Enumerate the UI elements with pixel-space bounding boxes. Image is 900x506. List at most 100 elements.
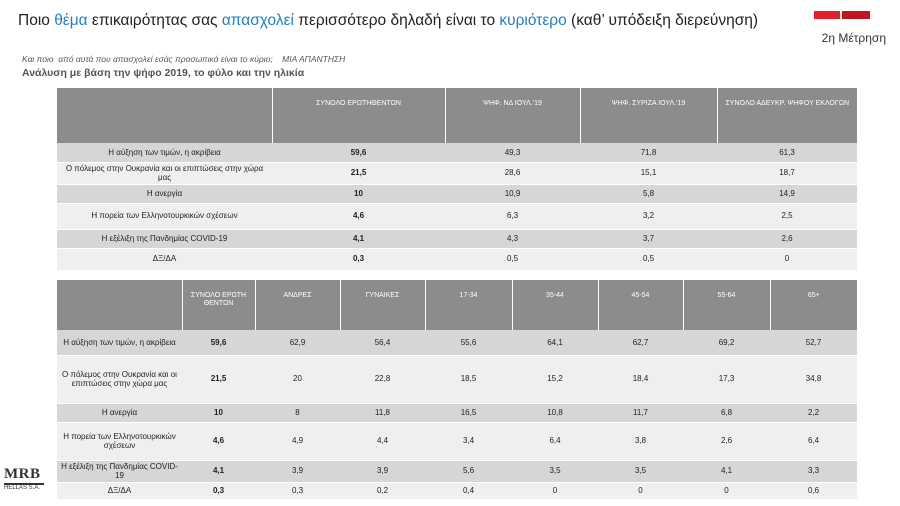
table-row: Η ανεργία 10 8 11,8 16,5 10,8 11,7 6,8 2,2 <box>57 403 857 423</box>
logo-sub: HELLAS S.A. <box>4 485 41 491</box>
cell: 4,3 <box>445 229 580 249</box>
cell: 6,8 <box>683 403 770 423</box>
cell: 2,6 <box>717 229 857 249</box>
cell: 28,6 <box>445 162 580 185</box>
footer-logo: MRB HELLAS S.A. <box>4 466 44 491</box>
cell: 18,4 <box>598 355 683 404</box>
cell: 5,8 <box>580 184 717 204</box>
cell: 71,8 <box>580 143 717 163</box>
cell: 10 <box>182 403 255 423</box>
cell: 0 <box>512 482 598 500</box>
cell: 59,6 <box>182 330 255 356</box>
column-header: 35-44 <box>511 280 598 330</box>
cell: 21,5 <box>272 162 445 185</box>
cell: 59,6 <box>272 143 445 163</box>
table-row: ΔΞ/ΔΑ 0,3 0,5 0,5 0 <box>57 248 857 271</box>
title-part: επικαιρότητας σας <box>87 12 222 29</box>
cell: 20 <box>255 355 340 404</box>
cell: 0 <box>598 482 683 500</box>
cell: 4,1 <box>683 460 770 483</box>
cell: 0,3 <box>272 248 445 271</box>
cell: 6,3 <box>445 203 580 230</box>
cell: 34,8 <box>770 355 857 404</box>
cell: 52,7 <box>770 330 857 356</box>
cell: 0 <box>717 248 857 271</box>
cell: 15,1 <box>580 162 717 185</box>
cell: 21,5 <box>182 355 255 404</box>
analysis-note: Ανάλυση με βάση την ψήφο 2019, το φύλο κ… <box>22 67 305 79</box>
column-header: ΣΥΝΟΛΟ ΑΔΕΥΚΡ. ΨΗΦΟΥ ΕΚΛΟΓΩΝ <box>716 88 857 143</box>
header-row: ΣΥΝΟΛΟ ΕΡΩΤΗ ΘΕΝΤΩΝ ΑΝΔΡΕΣ ΓΥΝΑΙΚΕΣ 17-34 35… <box>57 280 857 330</box>
cell: 62,9 <box>255 330 340 356</box>
table-row: Ο πόλεμος στην Ουκρανία και οι επιπτώσει… <box>57 355 857 404</box>
cell: 3,2 <box>580 203 717 230</box>
column-header: 17-34 <box>424 280 512 330</box>
cell: 3,4 <box>425 422 512 461</box>
cell: 18,5 <box>425 355 512 404</box>
table-row: Η πορεία των Ελληνοτουρκικών σχέσεων 4,6 6… <box>57 203 857 230</box>
logo-name: MRB <box>4 466 44 485</box>
column-header: ΓΥΝΑΙΚΕΣ <box>339 280 425 330</box>
cell: 3,7 <box>580 229 717 249</box>
table-row: Ο πόλεμος στην Ουκρανία και οι επιπτώσει… <box>57 162 857 185</box>
cell: 55,6 <box>425 330 512 356</box>
row-label: Η πορεία των Ελληνοτουρκικών σχέσεων <box>57 203 272 230</box>
cell: 0,5 <box>580 248 717 271</box>
cell: 18,7 <box>717 162 857 185</box>
table-row: Η πορεία των Ελληνοτουρκικών σχέσεων 4,6 4… <box>57 422 857 461</box>
table-row: ΔΞ/ΔΑ 0,3 0,3 0,2 0,4 0 0 0 0,6 <box>57 482 857 500</box>
row-label: Ο πόλεμος στην Ουκρανία και οι επιπτώσει… <box>57 162 272 185</box>
title-part: Ποιο <box>18 12 55 29</box>
table-row: Η ανεργία 10 10,9 5,8 14,9 <box>57 184 857 204</box>
column-header: 65+ <box>769 280 857 330</box>
column-header: ΨΗΦ. ΝΔ ΙΟΥΛ.'19 <box>444 88 580 143</box>
table-row: Η εξέλιξη της Πανδημίας COVID-19 4,1 3,9 3,… <box>57 460 857 483</box>
cell: 62,7 <box>598 330 683 356</box>
cell: 0,5 <box>445 248 580 271</box>
header-cell <box>57 280 182 330</box>
cell: 10,9 <box>445 184 580 204</box>
cell: 8 <box>255 403 340 423</box>
cell: 64,1 <box>512 330 598 356</box>
column-header: ΣΥΝΟΛΟ ΕΡΩΤΗ ΘΕΝΤΩΝ <box>181 280 255 330</box>
column-header: 45-54 <box>597 280 683 330</box>
title-part: θέμα <box>54 12 88 29</box>
cell: 0,3 <box>182 482 255 500</box>
cell: 2,2 <box>770 403 857 423</box>
title-part: περισσότερο δηλαδή είναι το <box>293 12 500 29</box>
cell: 10,8 <box>512 403 598 423</box>
row-label: Η εξέλιξη της Πανδημίας COVID-19 <box>57 229 272 249</box>
row-label: Η ανεργία <box>57 184 272 204</box>
cell: 16,5 <box>425 403 512 423</box>
cell: 4,4 <box>340 422 425 461</box>
table-row: Η εξέλιξη της Πανδημίας COVID-19 4,1 4,3 3,… <box>57 229 857 249</box>
cell: 5,6 <box>425 460 512 483</box>
cell: 2,6 <box>683 422 770 461</box>
cell: 2,5 <box>717 203 857 230</box>
cell: 3,5 <box>598 460 683 483</box>
cell: 61,3 <box>717 143 857 163</box>
table-row: Η αύξηση των τιμών, η ακρίβεια 59,6 62,9 56… <box>57 330 857 356</box>
title-part: κυριότερο <box>499 12 567 29</box>
row-label: Η πορεία των Ελληνοτουρκικών σχέσεων <box>57 422 182 461</box>
cell: 10 <box>272 184 445 204</box>
data-table: ΣΥΝΟΛΟ ΕΡΩΤΗΘΕΝΤΩΝ ΨΗΦ. ΝΔ ΙΟΥΛ.'19 ΨΗΦ. Σ… <box>57 88 857 271</box>
row-label: ΔΞ/ΔΑ <box>57 248 272 271</box>
cell: 11,8 <box>340 403 425 423</box>
row-label: Ο πόλεμος στην Ουκρανία και οι επιπτώσει… <box>57 355 182 404</box>
cell: 0,6 <box>770 482 857 500</box>
wave-label: 2η Μέτρηση <box>821 31 886 45</box>
cell: 49,3 <box>445 143 580 163</box>
row-label: Η εξέλιξη της Πανδημίας COVID-19 <box>57 460 182 483</box>
title-part: (καθ’ υπόδειξη διερεύνηση) <box>566 12 759 29</box>
cell: 4,1 <box>182 460 255 483</box>
cell: 3,3 <box>770 460 857 483</box>
cell: 6,4 <box>770 422 857 461</box>
row-label: Η ανεργία <box>57 403 182 423</box>
logo-shape <box>814 11 840 19</box>
cell: 0 <box>683 482 770 500</box>
cell: 0,3 <box>255 482 340 500</box>
title: Ποιο θέμα επικαιρότητας σας απασχολεί πε… <box>18 12 758 30</box>
column-header: 55-64 <box>682 280 770 330</box>
